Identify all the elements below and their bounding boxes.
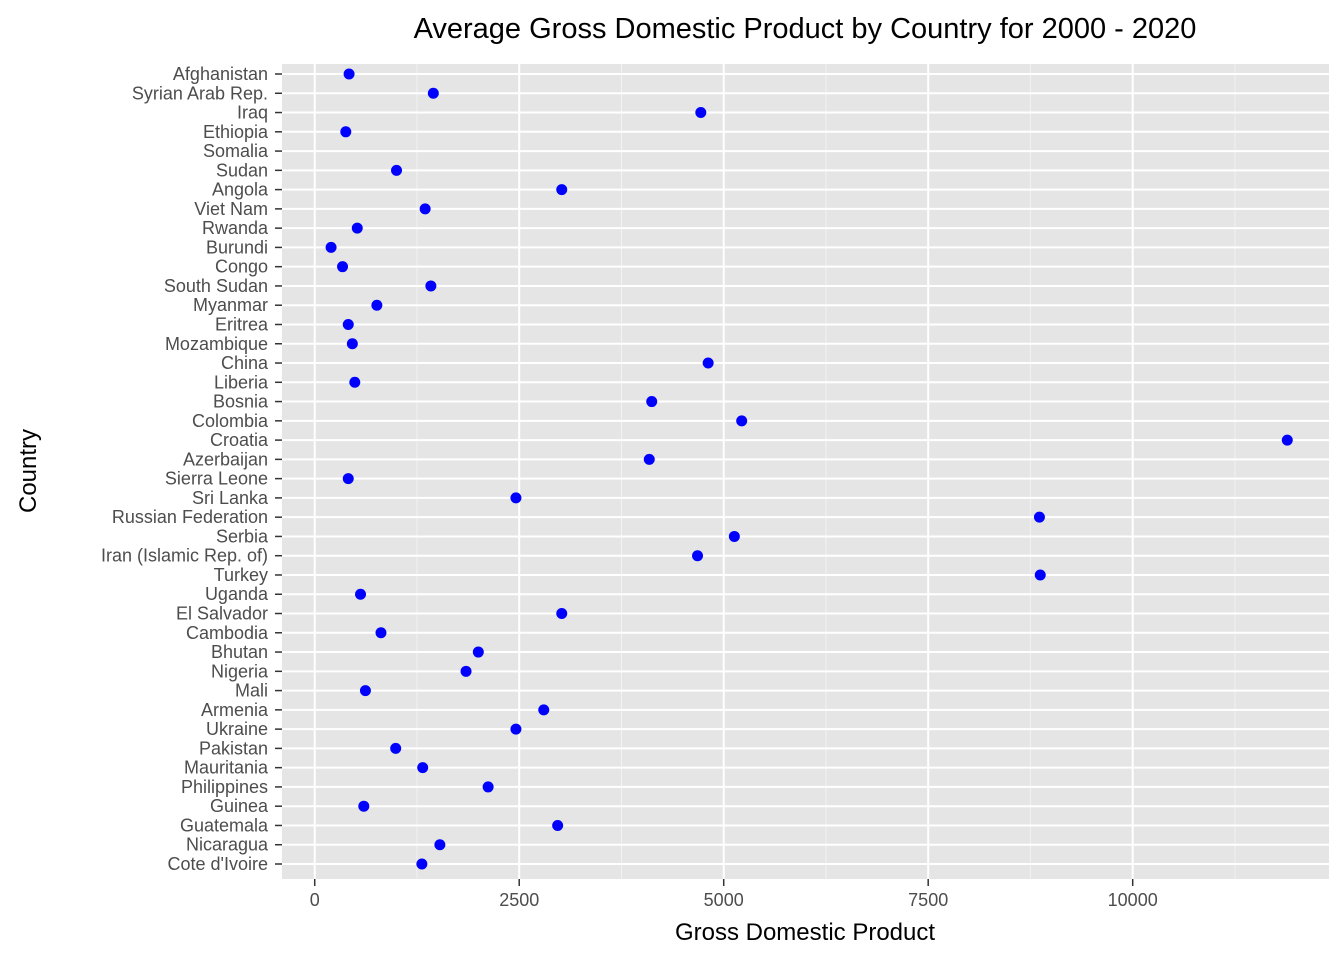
data-point xyxy=(482,781,494,793)
y-tick-label: Colombia xyxy=(192,411,269,431)
y-tick-label: Uganda xyxy=(205,584,269,604)
y-tick-label: Russian Federation xyxy=(112,507,268,527)
y-tick-label: Azerbaijan xyxy=(183,449,268,469)
y-tick-label: Serbia xyxy=(216,526,269,546)
data-point xyxy=(646,396,658,408)
y-tick-label: Guatemala xyxy=(180,815,269,835)
y-tick-label: Viet Nam xyxy=(194,199,268,219)
data-point xyxy=(1034,569,1046,581)
data-point xyxy=(337,261,349,273)
data-point xyxy=(391,164,403,176)
chart-title: Average Gross Domestic Product by Countr… xyxy=(414,13,1197,45)
data-point xyxy=(342,318,354,330)
data-point xyxy=(460,665,472,677)
y-tick-label: Cambodia xyxy=(186,623,269,643)
data-point xyxy=(390,742,402,754)
y-tick-label: Iran (Islamic Rep. of) xyxy=(101,546,268,566)
data-point xyxy=(419,203,431,215)
data-point xyxy=(375,627,387,639)
y-tick-label: Rwanda xyxy=(202,218,269,238)
data-point xyxy=(736,415,748,427)
data-point xyxy=(695,107,707,119)
y-tick-label: China xyxy=(221,353,269,373)
data-point xyxy=(417,762,429,774)
data-point xyxy=(425,280,437,292)
y-tick-label: Angola xyxy=(212,180,269,200)
data-point xyxy=(510,723,522,735)
y-tick-label: Guinea xyxy=(210,796,269,816)
data-point xyxy=(325,241,337,253)
data-point xyxy=(702,357,714,369)
data-point xyxy=(342,473,354,485)
data-point xyxy=(538,704,550,716)
x-tick-label: 10000 xyxy=(1108,890,1158,910)
data-point xyxy=(1033,511,1045,523)
y-tick-label: Afghanistan xyxy=(173,64,268,84)
data-point xyxy=(552,819,564,831)
y-tick-label: Somalia xyxy=(203,141,269,161)
y-tick-label: Mauritania xyxy=(184,758,269,778)
y-tick-label: Cote d'Ivoire xyxy=(168,854,269,874)
y-tick-label: Sudan xyxy=(216,160,268,180)
plot-panel xyxy=(282,64,1329,879)
y-tick-label: Mali xyxy=(235,681,268,701)
y-tick-label: Nicaragua xyxy=(186,835,269,855)
data-point xyxy=(556,184,568,196)
data-point xyxy=(434,839,446,851)
y-tick-label: Syrian Arab Rep. xyxy=(132,83,268,103)
data-point xyxy=(343,68,355,80)
data-point xyxy=(358,800,370,812)
grid-lines xyxy=(282,64,1329,879)
y-tick-label: Iraq xyxy=(237,103,268,123)
y-tick-label: Mozambique xyxy=(165,334,268,354)
y-tick-label: Eritrea xyxy=(215,314,269,334)
y-tick-label: Burundi xyxy=(206,237,268,257)
data-point xyxy=(346,338,358,350)
data-point xyxy=(355,588,367,600)
y-tick-label: Liberia xyxy=(214,372,269,392)
y-tick-label: Sri Lanka xyxy=(192,488,269,508)
data-point xyxy=(416,858,428,870)
x-tick-label: 5000 xyxy=(704,890,744,910)
y-tick-label: El Salvador xyxy=(176,604,268,624)
y-axis-title: Country xyxy=(15,429,42,513)
data-point xyxy=(340,126,352,138)
data-point xyxy=(510,492,522,504)
y-tick-label: Pakistan xyxy=(199,738,268,758)
data-point xyxy=(351,222,363,234)
y-tick-label: Turkey xyxy=(214,565,268,585)
data-point xyxy=(728,530,740,542)
y-tick-label: Armenia xyxy=(201,700,269,720)
data-point xyxy=(472,646,484,658)
y-tick-label: Bhutan xyxy=(211,642,268,662)
x-axis: 0 2500 5000 7500 10000 xyxy=(310,879,1158,910)
y-tick-label: Myanmar xyxy=(193,295,268,315)
y-tick-label: Congo xyxy=(215,257,268,277)
y-tick-label: Ukraine xyxy=(206,719,268,739)
data-point xyxy=(1281,434,1293,446)
x-tick-label: 0 xyxy=(310,890,320,910)
y-tick-label: Sierra Leone xyxy=(165,469,268,489)
y-tick-label: Croatia xyxy=(210,430,269,450)
data-point xyxy=(349,376,361,388)
data-points xyxy=(325,68,1293,870)
data-point xyxy=(692,550,704,562)
x-axis-title: Gross Domestic Product xyxy=(675,919,935,946)
y-tick-label: Nigeria xyxy=(211,661,269,681)
y-tick-label: Philippines xyxy=(181,777,268,797)
data-point xyxy=(359,685,371,697)
y-tick-label: Bosnia xyxy=(213,392,269,412)
data-point xyxy=(556,608,568,620)
data-point xyxy=(371,299,383,311)
y-tick-label: Ethiopia xyxy=(203,122,269,142)
y-tick-label: South Sudan xyxy=(164,276,268,296)
x-tick-label: 7500 xyxy=(908,890,948,910)
x-tick-label: 2500 xyxy=(499,890,539,910)
data-point xyxy=(427,87,439,99)
data-point xyxy=(643,453,655,465)
